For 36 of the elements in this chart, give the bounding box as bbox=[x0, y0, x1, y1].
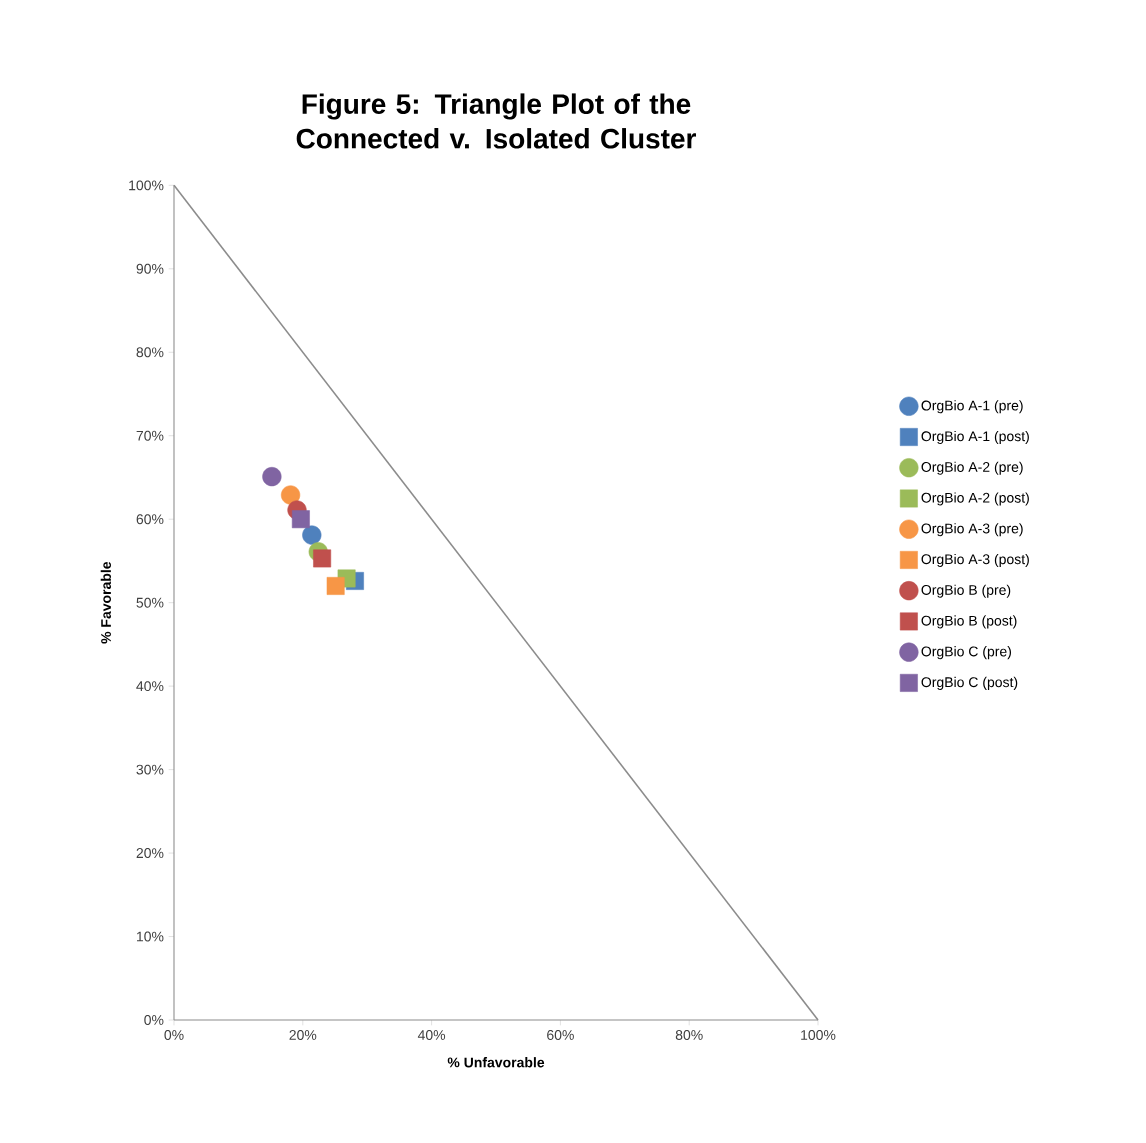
point bbox=[313, 549, 332, 568]
y-tick-label: 30% bbox=[136, 764, 164, 775]
y-tick-label: 100% bbox=[129, 180, 164, 191]
y-tick-label: 70% bbox=[136, 430, 164, 441]
y-tick-label: 10% bbox=[137, 931, 164, 942]
y-tick-label: 50% bbox=[136, 597, 164, 608]
x-axis-title: % Unfavorable bbox=[447, 1057, 545, 1068]
legend-label: OrgBio C (post) bbox=[921, 676, 1018, 690]
x-tick-label: 40% bbox=[417, 1030, 446, 1040]
legend-label: OrgBio B (post) bbox=[921, 615, 1017, 629]
point bbox=[262, 467, 282, 487]
legend-label: OrgBio A-2 (post) bbox=[921, 492, 1029, 506]
y-tick-label: 90% bbox=[136, 263, 164, 274]
y-tick-label: 60% bbox=[136, 514, 164, 525]
x-tick-label: 100% bbox=[801, 1030, 836, 1040]
point bbox=[291, 510, 310, 529]
y-axis-title: % Favorable bbox=[100, 561, 112, 644]
y-tick-label: 80% bbox=[136, 347, 164, 358]
x-tick-label: 0% bbox=[164, 1030, 184, 1040]
legend-label: OrgBio A-1 (post) bbox=[921, 430, 1029, 444]
x-tick-label: 20% bbox=[289, 1030, 317, 1040]
point bbox=[302, 525, 322, 545]
x-tick-label: 60% bbox=[547, 1030, 574, 1040]
y-tick-label: 40% bbox=[136, 681, 164, 692]
legend-label: OrgBio A-3 (pre) bbox=[921, 523, 1023, 537]
point bbox=[326, 577, 345, 595]
chart-title: Figure 5: Triangle Plot of the Connected v. Isolated Cluster bbox=[296, 93, 697, 149]
legend-label: OrgBio A-3 (post) bbox=[921, 553, 1029, 567]
legend-label: OrgBio B (pre) bbox=[921, 584, 1011, 598]
legend-label: OrgBio A-1 (pre) bbox=[921, 400, 1023, 414]
point bbox=[280, 485, 301, 505]
x-tick-label: 80% bbox=[675, 1030, 703, 1040]
legend-label: OrgBio C (pre) bbox=[921, 646, 1012, 660]
y-tick-label: 20% bbox=[136, 848, 164, 859]
legend-label: OrgBio A-2 (pre) bbox=[921, 461, 1023, 475]
y-tick-label: 0% bbox=[144, 1015, 164, 1025]
